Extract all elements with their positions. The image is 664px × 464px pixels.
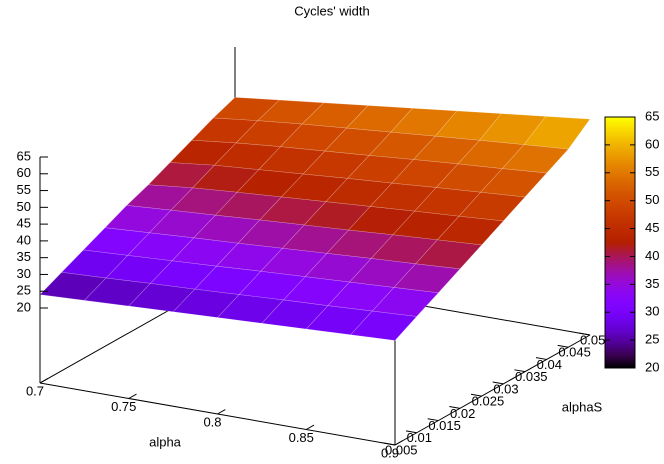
y-tick-label: 0.025 <box>472 394 505 409</box>
surface <box>39 97 591 341</box>
y-tick <box>470 393 482 397</box>
x-tick-label: 0.75 <box>111 399 136 414</box>
chart-title: Cycles' width <box>294 3 369 18</box>
x-tick <box>394 440 404 446</box>
y-axis <box>394 334 591 446</box>
z-tick-label: 50 <box>17 199 31 214</box>
colorbar-tick-label: 30 <box>645 304 659 319</box>
y-tick-label: 0.04 <box>537 357 562 372</box>
x-tick-label: 0.85 <box>289 430 314 445</box>
x-axis-label: alpha <box>149 434 182 449</box>
z-tick-label: 35 <box>17 249 31 264</box>
y-tick <box>492 381 504 385</box>
y-tick <box>427 418 439 422</box>
y-axis-label: alphaS <box>562 399 603 414</box>
x-tick <box>217 409 226 415</box>
surface-cell <box>350 310 418 341</box>
y-tick <box>405 430 417 434</box>
x-tick-label: 0.9 <box>381 445 399 460</box>
y-tick-label: 0.05 <box>580 332 605 347</box>
z-tick-label: 30 <box>17 266 31 281</box>
y-tick-label: 0.01 <box>407 430 432 445</box>
colorbar-tick-label: 25 <box>645 332 659 347</box>
y-tick <box>557 344 569 348</box>
x-tick <box>39 378 49 384</box>
z-tick-label: 20 <box>17 299 31 314</box>
colorbar-tick-label: 55 <box>645 164 659 179</box>
z-tick-label: 60 <box>17 165 31 180</box>
y-tick-label: 0.045 <box>558 345 591 360</box>
x-tick-label: 0.7 <box>26 383 44 398</box>
y-tick <box>514 369 526 373</box>
colorbar-gradient <box>604 116 636 369</box>
x-tick <box>306 424 315 430</box>
colorbar-tick-label: 45 <box>645 220 659 235</box>
x-tick-label: 0.8 <box>203 414 221 429</box>
y-tick-label: 0.03 <box>493 381 518 396</box>
z-tick-label: 55 <box>17 182 31 197</box>
colorbar-tick-label: 60 <box>645 136 659 151</box>
front-frame: 0.7 0.75 0.8 0.85 0.90.0050.010.0150.020.025… <box>17 148 606 460</box>
y-tick <box>384 442 396 446</box>
z-tick-label: 65 <box>17 148 31 163</box>
surface-cell <box>436 215 504 246</box>
y-tick-label: 0.02 <box>450 406 475 421</box>
colorbar-tick-label: 35 <box>645 276 659 291</box>
z-tick-label: 40 <box>17 232 31 247</box>
y-tick <box>579 332 591 336</box>
y-tick-label: 0.005 <box>385 442 418 457</box>
colorbar-tick-label: 20 <box>645 359 659 374</box>
colorbar-tick-label: 40 <box>645 248 659 263</box>
z-tick-label: 25 <box>17 283 31 298</box>
z-tick-label: 45 <box>17 216 31 231</box>
x-tick <box>128 393 137 399</box>
y-tick <box>535 357 547 360</box>
y-tick-label: 0.035 <box>515 369 548 384</box>
colorbar-tick-label: 65 <box>645 108 659 123</box>
y-tick-label: 0.015 <box>428 418 461 433</box>
colorbar: 20 25 30 35 40 45 50 55 60 65 <box>604 108 659 374</box>
y-tick <box>449 405 461 409</box>
surface-cell <box>371 287 439 317</box>
colorbar-tick-label: 50 <box>645 192 659 207</box>
